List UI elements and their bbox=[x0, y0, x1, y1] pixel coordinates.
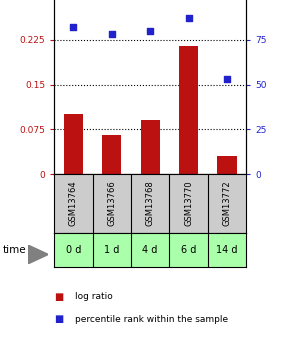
Text: percentile rank within the sample: percentile rank within the sample bbox=[75, 315, 228, 324]
Text: 4 d: 4 d bbox=[142, 245, 158, 255]
Text: log ratio: log ratio bbox=[75, 292, 113, 301]
Text: ■: ■ bbox=[54, 292, 64, 302]
Text: GSM13766: GSM13766 bbox=[107, 181, 116, 226]
Point bbox=[110, 31, 114, 37]
Bar bbox=[179, 46, 198, 174]
Text: 1 d: 1 d bbox=[104, 245, 120, 255]
Text: ■: ■ bbox=[54, 314, 64, 324]
Bar bbox=[64, 115, 83, 174]
Text: GSM13764: GSM13764 bbox=[69, 181, 78, 226]
Bar bbox=[217, 156, 236, 174]
Text: GSM13772: GSM13772 bbox=[222, 181, 231, 226]
Text: 14 d: 14 d bbox=[216, 245, 238, 255]
Point bbox=[225, 76, 229, 82]
Point bbox=[186, 16, 191, 21]
Text: 0 d: 0 d bbox=[66, 245, 81, 255]
Bar bbox=[102, 135, 121, 174]
Polygon shape bbox=[28, 245, 48, 264]
Text: 6 d: 6 d bbox=[181, 245, 196, 255]
Text: GSM13770: GSM13770 bbox=[184, 181, 193, 226]
Point bbox=[71, 24, 76, 30]
Point bbox=[148, 28, 153, 33]
Text: time: time bbox=[3, 245, 27, 255]
Text: GSM13768: GSM13768 bbox=[146, 181, 155, 226]
Bar bbox=[141, 120, 160, 174]
